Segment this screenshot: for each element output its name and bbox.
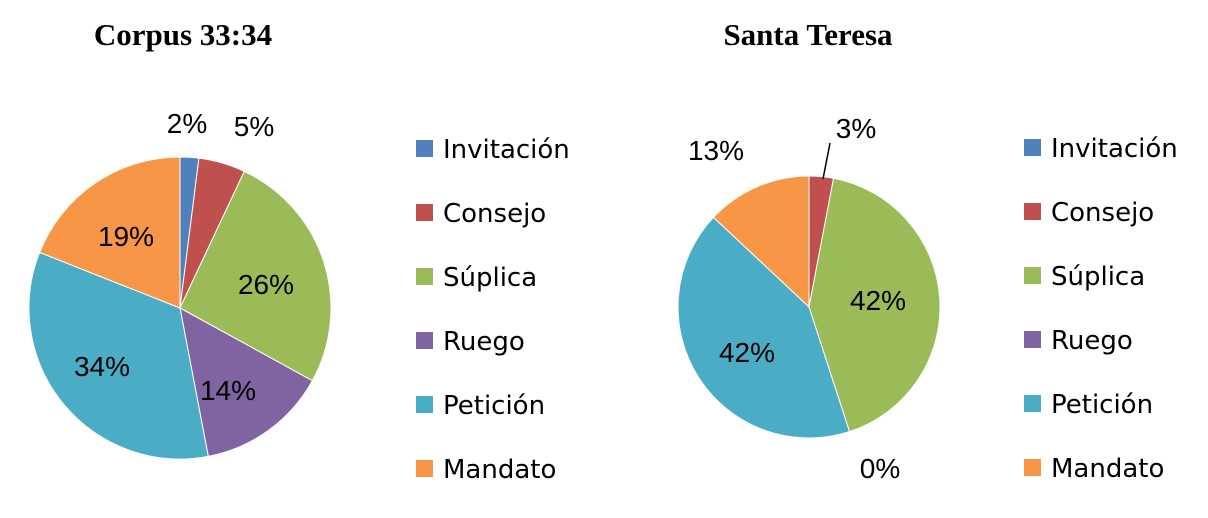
pie-slices [28, 156, 332, 460]
data-label: 19% [98, 221, 154, 252]
legend-swatch [1024, 459, 1041, 476]
legend-swatch [416, 460, 433, 477]
legend-label: Invitación [443, 135, 570, 165]
legend: Invitación Consejo Súplica Ruego Petición Man… [1024, 134, 1178, 484]
pie-slice-ruego [179, 307, 313, 457]
data-label: 34% [74, 351, 130, 382]
legend-label: Ruego [1051, 326, 1133, 356]
data-label: 26% [238, 269, 294, 300]
legend-label: Consejo [443, 199, 546, 229]
pie-slice-petición [677, 216, 851, 439]
legend-swatch [1024, 331, 1041, 348]
data-label: 0% [860, 453, 900, 484]
data-label: 42% [719, 337, 775, 368]
legend-swatch [416, 268, 433, 285]
legend-label: Mandato [1051, 454, 1164, 484]
pie-slice-mandato [712, 175, 810, 309]
legend-label: Súplica [1051, 262, 1145, 292]
chart-title: Santa Teresa [723, 17, 893, 52]
chart-corpus: Corpus 33:34 2% 5% 26% 14% 34% 19% Invitación… [28, 17, 570, 485]
legend-label: Petición [443, 391, 545, 421]
legend-swatch [416, 140, 433, 157]
legend-swatch [416, 204, 433, 221]
pie-slice-súplica [808, 177, 941, 433]
legend-label: Ruego [443, 327, 525, 357]
legend-swatch [1024, 139, 1041, 156]
data-label: 5% [234, 111, 274, 142]
legend-label: Consejo [1051, 198, 1154, 228]
pie-slice-petición [28, 251, 209, 460]
chart-santa-teresa: Santa Teresa 3% 42% 0% 42% 13% Invitación Con… [677, 17, 1178, 484]
legend-swatch [1024, 267, 1041, 284]
legend-swatch [1024, 395, 1041, 412]
data-label: 2% [167, 108, 207, 139]
legend-swatch [416, 332, 433, 349]
leader-line [822, 142, 831, 180]
data-label: 3% [836, 113, 876, 144]
legend-label: Petición [1051, 390, 1153, 420]
legend-label: Mandato [443, 455, 556, 485]
legend: Invitación Consejo Súplica Ruego Petición Man… [416, 135, 570, 485]
data-label: 13% [688, 135, 744, 166]
legend-label: Invitación [1051, 134, 1178, 164]
chart-title: Corpus 33:34 [94, 17, 272, 52]
data-label: 42% [850, 285, 906, 316]
legend-swatch [416, 396, 433, 413]
data-label: 14% [200, 375, 256, 406]
pie-slice-mandato [38, 156, 181, 309]
pie-slices [677, 142, 941, 439]
data-labels: 3% 42% 0% 42% 13% [688, 113, 906, 484]
legend-label: Súplica [443, 263, 537, 293]
data-labels: 2% 5% 26% 14% 34% 19% [74, 108, 294, 406]
legend-swatch [1024, 203, 1041, 220]
